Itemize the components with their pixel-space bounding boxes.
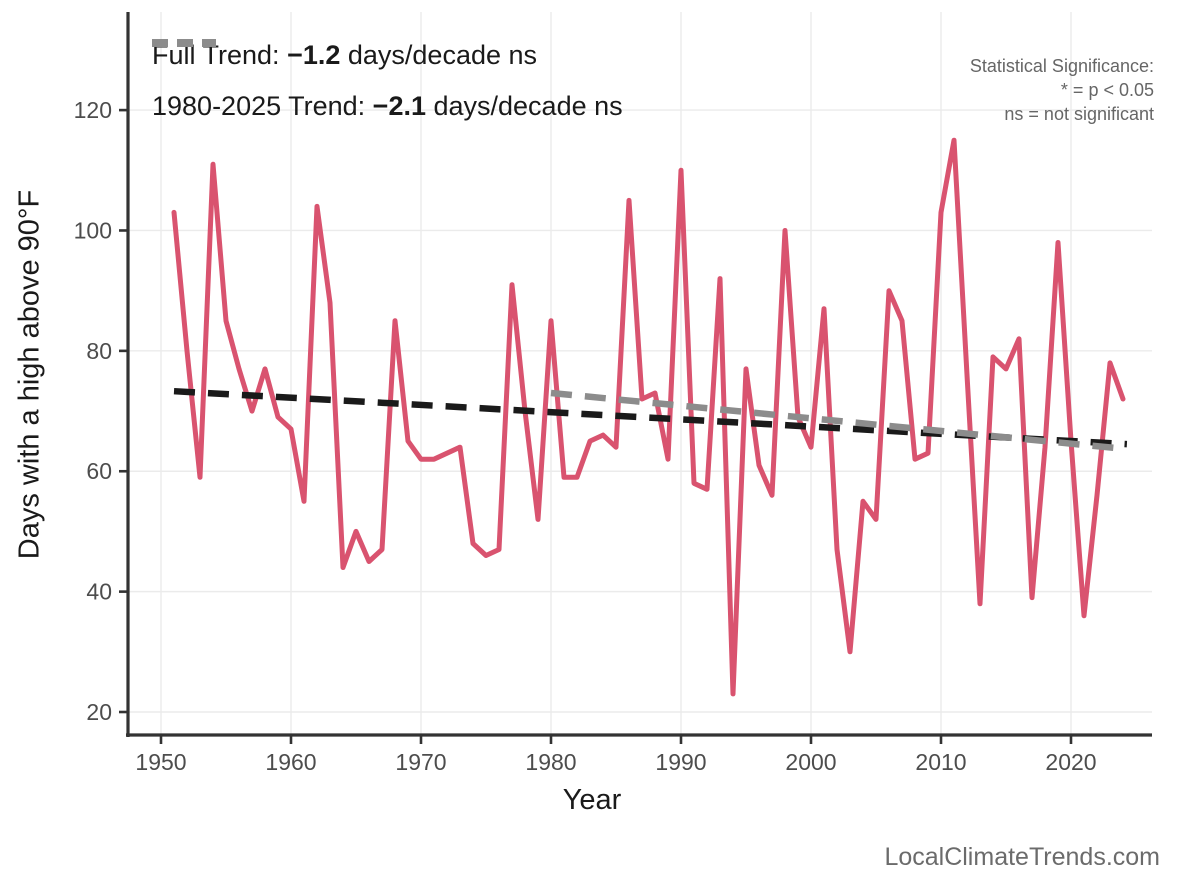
x-tick-label: 2020 <box>1045 749 1096 775</box>
days-above-90-series-line <box>171 137 1126 697</box>
y-tick-label: 40 <box>86 579 112 605</box>
y-tick-label: 20 <box>86 699 112 725</box>
x-tick-label: 1960 <box>265 749 316 775</box>
significance-note-line: ns = not significant <box>1004 104 1154 124</box>
x-tick-label: 1970 <box>395 749 446 775</box>
full-trend-line <box>173 387 1128 448</box>
watermark: LocalClimateTrends.com <box>884 843 1160 871</box>
y-axis-title: Days with a high above 90°F <box>13 189 46 560</box>
gridlines <box>128 12 1152 735</box>
legend-trend-value: −2.1 <box>372 90 426 121</box>
legend-text-suffix: days/decade ns <box>425 90 623 121</box>
significance-note-line: * = p < 0.05 <box>1060 80 1154 100</box>
x-tick-label: 1950 <box>135 749 186 775</box>
x-tick-label: 2010 <box>915 749 966 775</box>
x-tick-label: 1980 <box>525 749 576 775</box>
x-axis-title: Year <box>562 784 622 816</box>
legend-text: 1980-2025 Trend: <box>152 90 373 121</box>
trend-1980-2025-line <box>550 389 1126 453</box>
recent-trend-dash-icon <box>152 39 216 47</box>
axes <box>119 12 1152 744</box>
significance-note: Statistical Significance: * = p < 0.05 n… <box>970 54 1154 126</box>
trend-legend: Full Trend: −1.2 days/decade ns 1980-202… <box>152 38 623 140</box>
x-tick-label: 1990 <box>655 749 706 775</box>
y-tick-label: 80 <box>86 338 112 364</box>
data-series <box>171 137 1128 697</box>
y-tick-label: 100 <box>74 217 112 243</box>
legend-item-full-trend: Full Trend: −1.2 days/decade ns <box>152 38 623 72</box>
legend-item-1980-2025-trend: 1980-2025 Trend: −2.1 days/decade ns <box>152 39 623 123</box>
legend-trend-value: −1.2 <box>287 39 341 70</box>
y-tick-label: 60 <box>86 458 112 484</box>
legend-text-suffix: days/decade ns <box>340 39 538 70</box>
significance-note-line: Statistical Significance: <box>969 56 1154 76</box>
y-tick-label: 120 <box>74 97 112 123</box>
tick-labels: 20 40 60 80 100 120 1950 1960 1970 1980 1990 2000 20… <box>74 97 1097 775</box>
x-tick-label: 2000 <box>785 749 836 775</box>
